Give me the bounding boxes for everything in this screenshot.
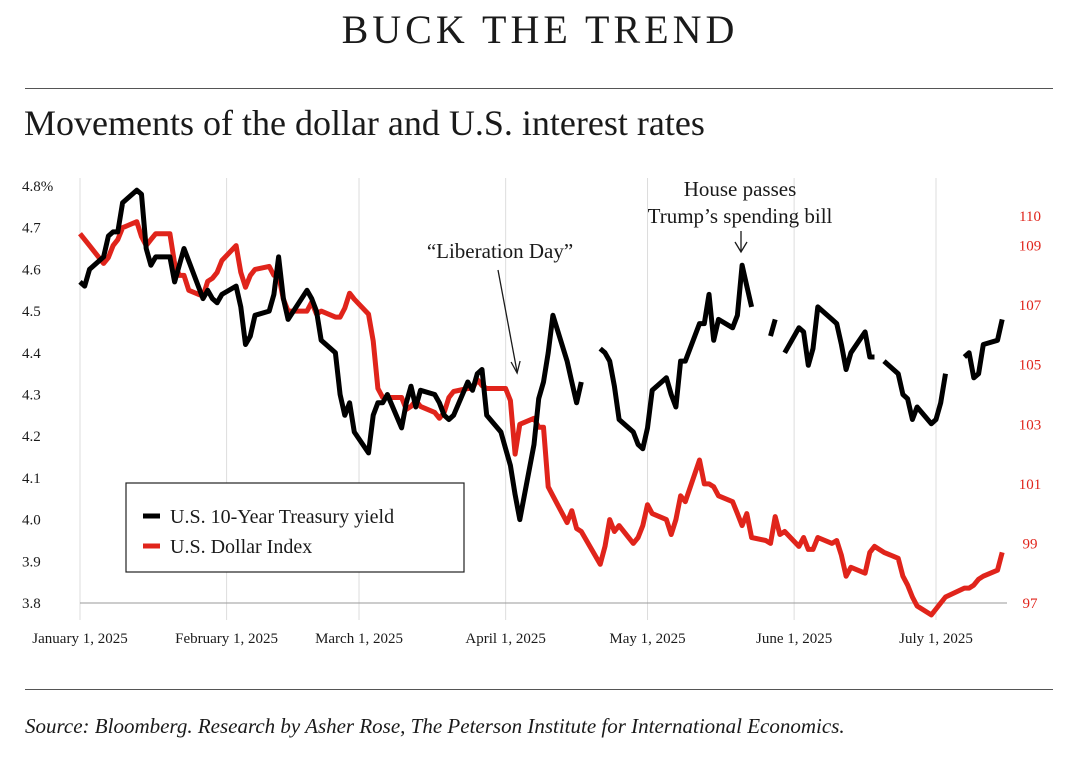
top-rule (25, 88, 1053, 89)
x-tick-3: April 1, 2025 (465, 631, 545, 647)
y-axis-left: 4.8% 4.7 4.6 4.5 4.4 4.3 4.2 4.1 4.0 3.9 3.8 (22, 179, 53, 612)
legend: U.S. 10-Year Treasury yield U.S. Dollar … (125, 482, 465, 573)
y-left-tick-1: 4.7 (22, 221, 41, 237)
y-right-tick-5: 101 (1019, 477, 1042, 493)
arrowhead-liberation-day (510, 360, 521, 375)
legend-label-dollar: U.S. Dollar Index (170, 536, 312, 558)
y-right-tick-6: 99 (1023, 536, 1038, 552)
legend-box (125, 482, 465, 573)
source-note: Source: Bloomberg. Research by Asher Ros… (25, 714, 845, 738)
y-left-tick-2: 4.6 (22, 262, 41, 278)
x-tick-4: May 1, 2025 (609, 631, 685, 647)
y-right-tick-3: 105 (1019, 358, 1042, 374)
kicker-title: BUCK THE TREND (341, 7, 739, 52)
y-left-tick-8: 4.0 (22, 513, 41, 529)
x-tick-1: February 1, 2025 (175, 631, 278, 647)
yield-line-segment-4 (882, 359, 948, 427)
annotation-arrow-liberation-day (497, 269, 518, 373)
y-left-tick-0: 4.8% (22, 179, 53, 195)
bottom-rule (25, 689, 1053, 690)
yield-line-segment-3 (782, 304, 875, 372)
x-tick-5: June 1, 2025 (756, 631, 832, 647)
annotation-spending-bill-line-1: Trump’s spending bill (648, 204, 833, 228)
annotations: “Liberation Day” House passes Trump’s spen… (427, 177, 833, 375)
y-left-tick-9: 3.9 (22, 554, 41, 570)
arrowhead-spending-bill (734, 241, 748, 254)
yield-line-segment-1 (598, 262, 755, 452)
annotation-liberation-day: “Liberation Day” (427, 239, 573, 263)
x-tick-0: January 1, 2025 (32, 631, 127, 647)
y-left-tick-6: 4.2 (22, 429, 41, 445)
gridlines (79, 178, 1007, 620)
y-right-tick-1: 109 (1019, 239, 1042, 255)
dollar-line-segment-0 (78, 219, 1005, 618)
legend-label-yield: U.S. 10-Year Treasury yield (170, 506, 394, 528)
chart-subtitle: Movements of the dollar and U.S. interes… (24, 103, 705, 143)
x-axis: January 1, 2025 February 1, 2025 March 1, … (32, 631, 973, 647)
yield-line-segment-0 (78, 187, 584, 523)
yield-line-segment-5 (962, 318, 1005, 381)
y-left-tick-10: 3.8 (22, 596, 41, 612)
y-right-tick-0: 110 (1019, 209, 1041, 225)
annotation-spending-bill-line-0: House passes (684, 177, 797, 201)
y-right-tick-7: 97 (1023, 596, 1039, 612)
y-left-tick-3: 4.5 (22, 304, 41, 320)
yield-line-segment-2 (768, 318, 778, 337)
y-left-tick-5: 4.3 (22, 388, 41, 404)
y-right-tick-4: 103 (1019, 417, 1042, 433)
series-lines (78, 187, 1005, 618)
x-tick-2: March 1, 2025 (315, 631, 403, 647)
y-axis-right: 110 109 107 105 103 101 99 97 (1019, 209, 1042, 612)
y-right-tick-2: 107 (1019, 298, 1042, 314)
chart-area: 4.8% 4.7 4.6 4.5 4.4 4.3 4.2 4.1 4.0 3.9 3.8 110 10… (22, 177, 1042, 647)
x-tick-6: July 1, 2025 (899, 631, 973, 647)
y-left-tick-4: 4.4 (22, 346, 41, 362)
y-left-tick-7: 4.1 (22, 471, 41, 487)
